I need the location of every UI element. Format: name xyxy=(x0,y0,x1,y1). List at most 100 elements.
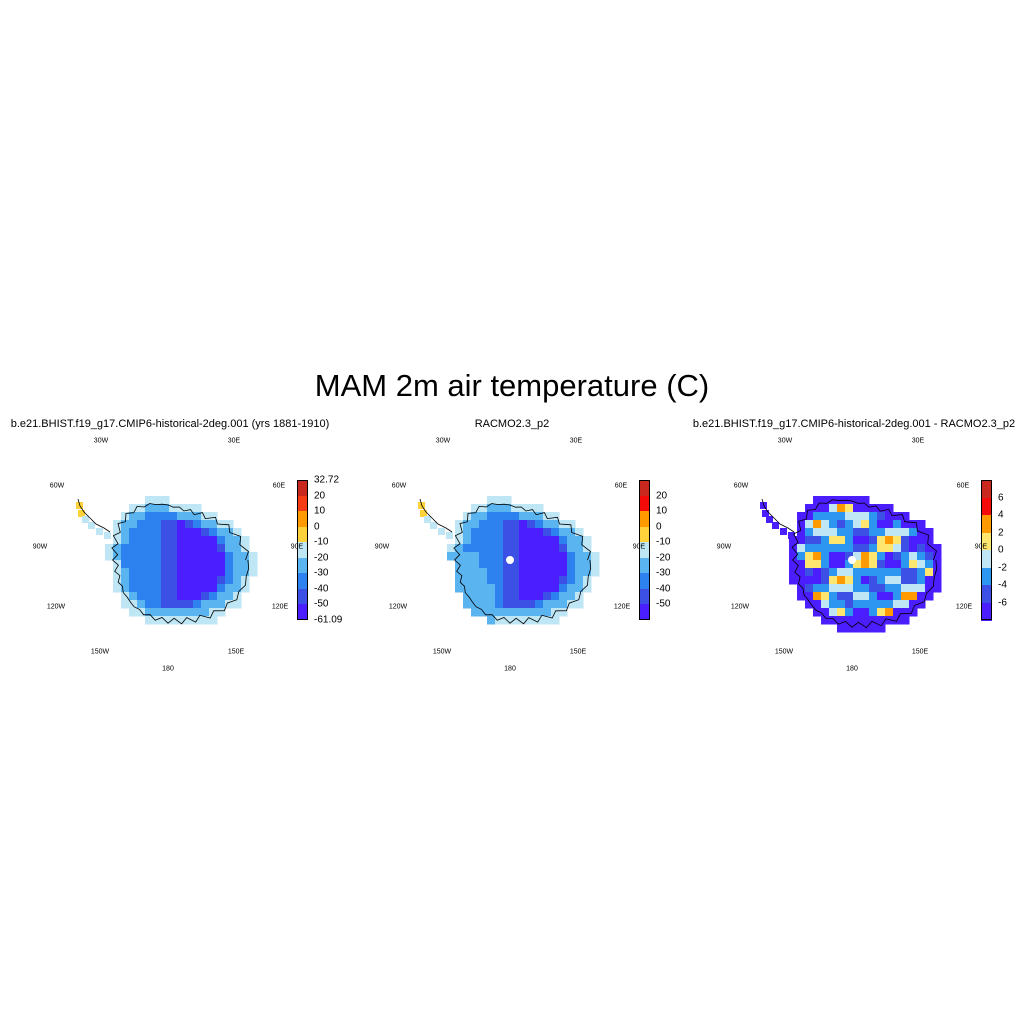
grid-cell xyxy=(153,576,162,585)
grid-cell xyxy=(503,520,512,529)
grid-cell xyxy=(909,584,918,593)
colorbar-label: 20 xyxy=(314,490,326,502)
grid-cell xyxy=(233,528,242,537)
grid-cell xyxy=(129,600,138,609)
grid-cell xyxy=(559,560,568,569)
colorbar-swatch xyxy=(297,526,308,543)
coastline-peninsula xyxy=(77,498,111,533)
grid-cell xyxy=(551,560,560,569)
grid-cell xyxy=(209,576,218,585)
grid-cell xyxy=(241,552,250,561)
longitude-label: 150E xyxy=(227,648,245,656)
grid-cell xyxy=(535,536,544,545)
grid-cell xyxy=(877,576,886,585)
longitude-label: 60E xyxy=(614,482,628,490)
grid-cell xyxy=(805,576,814,585)
grid-cell xyxy=(503,600,512,609)
colorbar-swatch xyxy=(639,495,650,512)
grid-cell xyxy=(201,560,210,569)
grid-cell xyxy=(145,496,154,505)
grid-cell xyxy=(137,576,146,585)
grid-cell xyxy=(861,504,870,513)
grid-cell xyxy=(479,568,488,577)
colorbar-swatch xyxy=(639,557,650,574)
grid-cell xyxy=(153,528,162,537)
grid-cell xyxy=(829,592,838,601)
grid-cell xyxy=(113,576,122,585)
grid-cell xyxy=(551,544,560,553)
grid-cell xyxy=(797,568,806,577)
grid-cell xyxy=(487,544,496,553)
grid-cell xyxy=(837,568,846,577)
grid-cell xyxy=(193,560,202,569)
grid-cell xyxy=(527,600,536,609)
grid-cell xyxy=(821,504,830,513)
grid-cell xyxy=(225,536,234,545)
grid-cell xyxy=(813,512,822,521)
grid-cell xyxy=(805,520,814,529)
grid-cell xyxy=(129,552,138,561)
pole-hole xyxy=(848,556,856,564)
grid-cell xyxy=(225,568,234,577)
grid-cell xyxy=(177,552,186,561)
grid-cell xyxy=(177,536,186,545)
grid-cell xyxy=(845,624,854,633)
colorbar-swatch xyxy=(639,480,650,497)
grid-cell xyxy=(901,536,910,545)
grid-cell xyxy=(463,528,472,537)
grid-cell xyxy=(869,616,878,625)
grid-cell xyxy=(853,528,862,537)
grid-cell xyxy=(479,512,488,521)
grid-cell xyxy=(145,592,154,601)
grid-cell xyxy=(853,592,862,601)
grid-cell xyxy=(543,568,552,577)
grid-cell xyxy=(438,528,445,535)
grid-cell xyxy=(583,544,592,553)
grid-cell xyxy=(861,576,870,585)
grid-cell xyxy=(169,576,178,585)
grid-cell xyxy=(853,576,862,585)
grid-cell xyxy=(917,600,926,609)
grid-cell xyxy=(551,528,560,537)
grid-cell xyxy=(861,536,870,545)
grid-cell xyxy=(511,616,520,625)
grid-cell xyxy=(177,608,186,617)
grid-cell xyxy=(463,600,472,609)
grid-cell xyxy=(225,560,234,569)
grid-cell xyxy=(209,560,218,569)
grid-cell xyxy=(137,504,146,513)
grid-cell xyxy=(471,568,480,577)
grid-cell xyxy=(137,520,146,529)
longitude-label: 90E xyxy=(632,543,646,551)
grid-cell xyxy=(885,592,894,601)
panel-model: b.e21.BHIST.f19_g17.CMIP6-historical-2de… xyxy=(0,418,343,678)
grid-cell xyxy=(137,592,146,601)
grid-cell xyxy=(121,552,130,561)
figure-title: MAM 2m air temperature (C) xyxy=(314,368,710,403)
colorbar-swatch xyxy=(639,588,650,605)
colorbar-label: -10 xyxy=(656,536,671,548)
grid-cell xyxy=(233,536,242,545)
grid-cell xyxy=(225,528,234,537)
grid-cell xyxy=(813,544,822,553)
grid-cell xyxy=(225,600,234,609)
grid-cell xyxy=(455,520,464,529)
grid-cell xyxy=(925,576,934,585)
grid-cell xyxy=(177,568,186,577)
grid-cell xyxy=(829,536,838,545)
grid-cell xyxy=(567,584,576,593)
grid-cell xyxy=(925,536,934,545)
grid-cell xyxy=(869,552,878,561)
grid-cell xyxy=(121,512,130,521)
grid-cell xyxy=(559,592,568,601)
grid-cell xyxy=(153,504,162,513)
grid-cell xyxy=(129,568,138,577)
grid-cell xyxy=(185,536,194,545)
colorbar-label: -20 xyxy=(314,552,329,564)
grid-cell xyxy=(121,536,130,545)
grid-cell xyxy=(113,584,122,593)
grid-cell xyxy=(503,496,512,505)
grid-cell xyxy=(121,560,130,569)
grid-cell xyxy=(885,568,894,577)
grid-cell xyxy=(185,512,194,521)
